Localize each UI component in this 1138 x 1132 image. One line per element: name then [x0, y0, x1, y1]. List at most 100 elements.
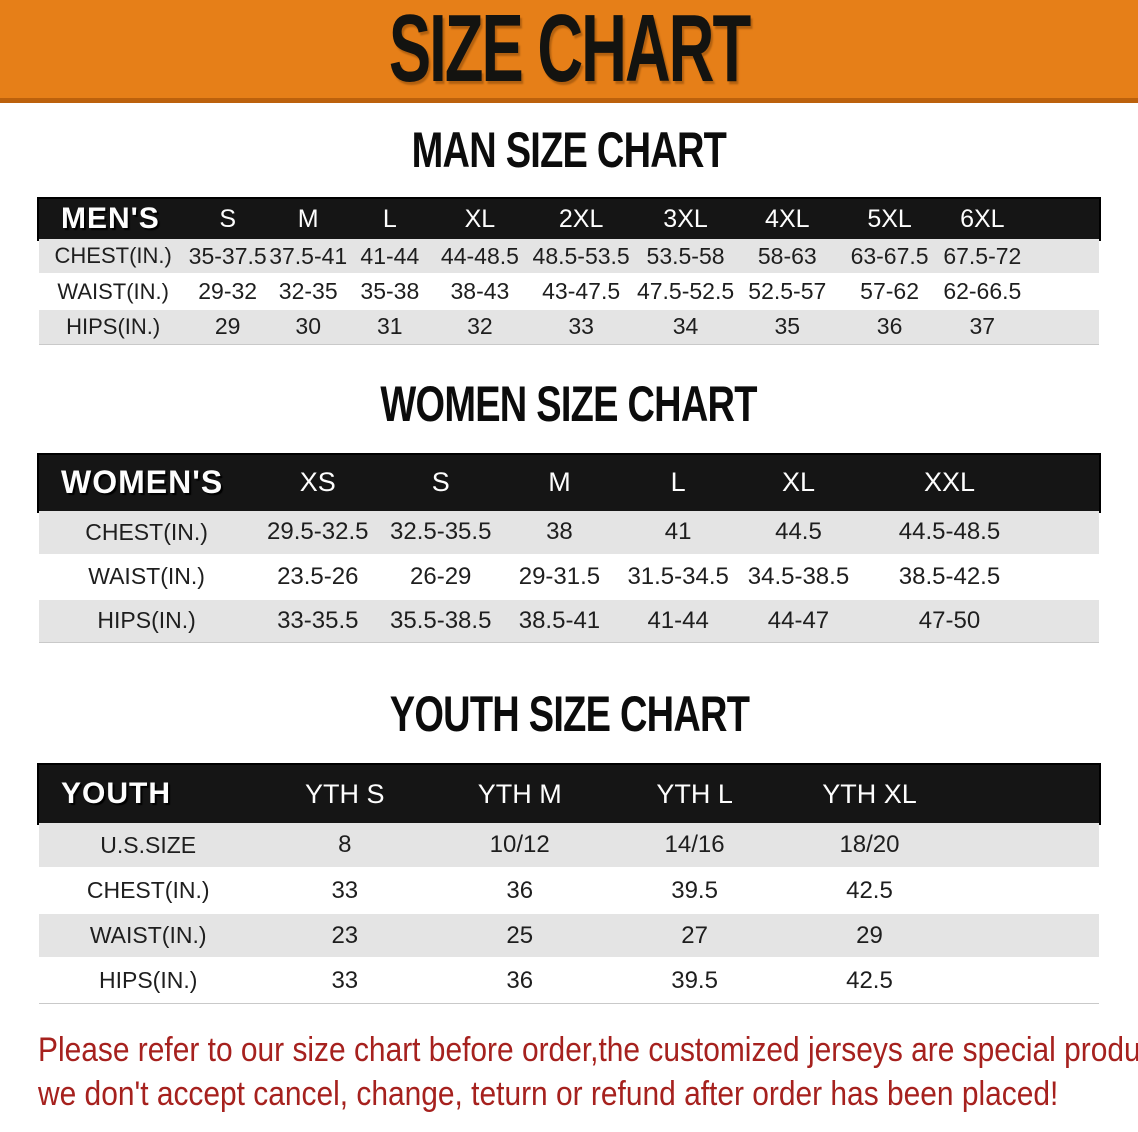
banner: SIZE CHART — [0, 0, 1138, 103]
youth-size-table: YOUTH YTH S YTH M YTH L YTH XL U.S.SIZE 8 10/12… — [39, 765, 1099, 1004]
size-value-cell: 67.5-72 — [943, 242, 1022, 269]
size-value-cell: 33-35.5 — [277, 606, 359, 634]
group-label: YOUTH — [61, 777, 171, 810]
size-value-cell: 44.5-48.5 — [898, 518, 1001, 545]
spacer-cell — [957, 868, 1099, 913]
size-value-cell: 30 — [295, 313, 321, 340]
column-header: YTH XL — [822, 778, 917, 809]
size-value-cell: 35.5-38.5 — [390, 606, 492, 634]
section-title-text: YOUTH SIZE CHART — [389, 686, 749, 742]
column-header: M — [548, 467, 571, 497]
spacer-cell — [1040, 599, 1099, 643]
table-row: CHEST(IN.) 29.5-32.5 32.5-35.5 38 41 44.5 44.5… — [39, 510, 1099, 555]
size-value-cell: 48.5-53.5 — [532, 242, 630, 269]
row-label: HIPS(IN.) — [66, 313, 161, 339]
size-value-cell: 34 — [672, 313, 699, 340]
column-header: 3XL — [663, 204, 708, 233]
size-value-cell: 14/16 — [664, 831, 725, 858]
group-label: WOMEN'S — [61, 464, 224, 500]
size-value-cell: 29-31.5 — [518, 562, 601, 590]
spacer-cell — [1023, 199, 1099, 239]
size-value-cell: 29-32 — [198, 278, 258, 304]
size-value-cell: 41-44 — [360, 242, 420, 269]
column-header: S — [431, 467, 450, 497]
mens-size-table: MEN'S S M L XL 2XL 3XL 4XL 5XL 6XL CHEST(IN.) 35-37… — [39, 199, 1099, 345]
table-row: HIPS(IN.) 33 36 39.5 42.5 — [39, 958, 1099, 1003]
size-value-cell: 25 — [506, 921, 534, 949]
size-value-cell: 58-63 — [757, 242, 817, 269]
section-title-womens: WOMEN SIZE CHART — [0, 379, 1138, 429]
size-value-cell: 62-66.5 — [943, 278, 1022, 304]
table-row: WAIST(IN.) 29-32 32-35 35-38 38-43 43-47.5 47.… — [39, 274, 1099, 309]
size-value-cell: 38-43 — [450, 278, 510, 304]
spacer-cell — [1040, 455, 1099, 511]
size-value-cell: 39.5 — [671, 966, 718, 994]
column-header: L — [670, 467, 686, 497]
table-row: CHEST(IN.) 33 36 39.5 42.5 — [39, 868, 1099, 913]
spacer-cell — [957, 913, 1099, 958]
row-label: WAIST(IN.) — [88, 563, 205, 589]
column-header: M — [297, 204, 319, 233]
size-value-cell: 47.5-52.5 — [636, 278, 735, 304]
table-row: U.S.SIZE 8 10/12 14/16 18/20 — [39, 823, 1099, 868]
size-value-cell: 38.5-42.5 — [898, 562, 1001, 590]
spacer-cell — [1023, 274, 1099, 309]
column-header: XS — [299, 467, 336, 497]
size-value-cell: 23.5-26 — [277, 562, 359, 590]
row-label: CHEST(IN.) — [85, 518, 208, 545]
table-row: WAIST(IN.) 23.5-26 26-29 29-31.5 31.5-34.5 34… — [39, 554, 1099, 599]
size-value-cell: 36 — [876, 313, 903, 340]
group-label: MEN'S — [61, 202, 160, 235]
spacer-cell — [957, 823, 1099, 868]
size-value-cell: 63-67.5 — [850, 242, 929, 269]
column-header: YTH L — [656, 778, 733, 809]
size-value-cell: 44.5 — [775, 518, 822, 545]
size-value-cell: 37 — [969, 313, 996, 340]
column-header: S — [219, 204, 236, 233]
spacer-cell — [957, 958, 1099, 1003]
disclaimer: Please refer to our size chart before or… — [38, 1028, 1138, 1118]
table-row: WAIST(IN.) 23 25 27 29 — [39, 913, 1099, 958]
size-value-cell: 42.5 — [846, 876, 893, 904]
size-value-cell: 42.5 — [846, 966, 893, 994]
column-header: 2XL — [558, 204, 604, 233]
size-value-cell: 44-47 — [767, 606, 830, 634]
size-value-cell: 10/12 — [489, 831, 550, 858]
row-label: WAIST(IN.) — [57, 278, 169, 304]
size-value-cell: 33 — [331, 966, 359, 994]
column-header: 4XL — [765, 204, 810, 233]
size-value-cell: 35-38 — [360, 278, 420, 304]
sections-container: MAN SIZE CHART MEN'S S M L XL 2XL 3XL 4XL 5XL 6XL C… — [0, 125, 1138, 1004]
size-value-cell: 23 — [331, 921, 359, 949]
column-header: XL — [781, 467, 815, 497]
table-row: CHEST(IN.) 35-37.5 37.5-41 41-44 44-48.5 48.5… — [39, 239, 1099, 274]
disclaimer-line-2: we don't accept cancel, change, teturn o… — [38, 1075, 1059, 1114]
column-header: XXL — [923, 467, 976, 497]
row-label: CHEST(IN.) — [54, 243, 172, 268]
row-label: CHEST(IN.) — [86, 877, 210, 903]
row-label: WAIST(IN.) — [89, 922, 207, 948]
size-value-cell: 33 — [331, 876, 359, 904]
size-value-cell: 36 — [506, 966, 534, 994]
table-row: HIPS(IN.) 29 30 31 32 33 34 35 36 37 — [39, 309, 1099, 344]
size-value-cell: 41-44 — [647, 606, 709, 634]
size-value-cell: 31 — [377, 313, 403, 340]
size-value-cell: 32 — [467, 313, 493, 340]
size-value-cell: 33 — [568, 313, 594, 340]
size-value-cell: 43-47.5 — [542, 278, 621, 304]
column-header: YTH S — [305, 778, 385, 809]
spacer-cell — [957, 765, 1099, 823]
size-value-cell: 29 — [214, 313, 241, 340]
row-label: HIPS(IN.) — [98, 967, 198, 994]
column-header: 5XL — [867, 204, 912, 233]
spacer-cell — [1023, 309, 1099, 344]
size-value-cell: 44-48.5 — [440, 242, 519, 269]
disclaimer-line-1: Please refer to our size chart before or… — [38, 1030, 1138, 1069]
size-value-cell: 29 — [856, 921, 883, 949]
size-value-cell: 47-50 — [918, 606, 981, 634]
size-value-cell: 35 — [774, 313, 801, 340]
size-value-cell: 37.5-41 — [269, 242, 348, 269]
section-title-text: MAN SIZE CHART — [411, 122, 727, 178]
size-value-cell: 27 — [681, 921, 708, 949]
